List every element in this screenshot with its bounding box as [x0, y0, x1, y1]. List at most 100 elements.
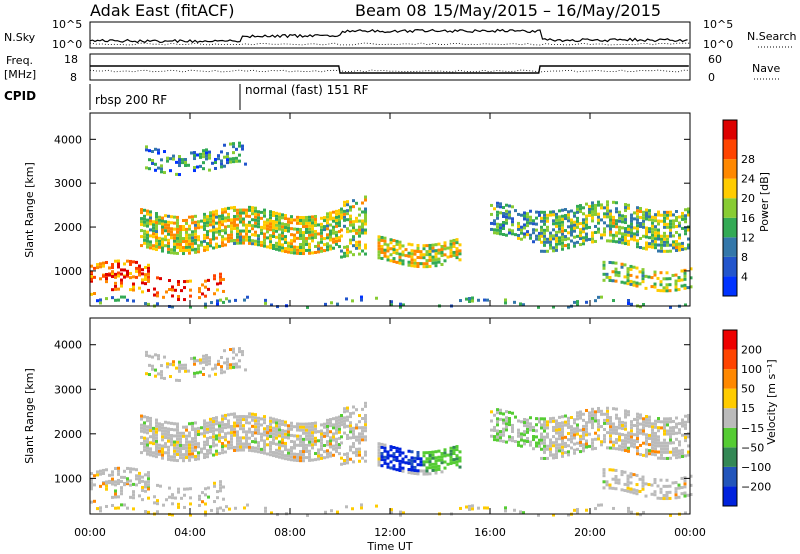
velocity-cell — [642, 426, 645, 430]
power-cell — [338, 215, 341, 219]
velocity-cell — [296, 422, 299, 426]
power-cell — [620, 280, 624, 284]
power-cell — [624, 206, 627, 210]
power-cell — [666, 249, 669, 253]
velocity-cell — [392, 458, 396, 462]
power-cell — [591, 216, 594, 220]
velocity-cell — [242, 445, 245, 449]
power-cell — [208, 153, 211, 157]
power-cell — [260, 243, 263, 247]
velocity-cell — [529, 440, 532, 444]
velocity-cell — [555, 422, 558, 426]
velocity-cell — [215, 419, 218, 423]
power-cell — [164, 229, 167, 233]
power-cell — [236, 241, 239, 245]
power-cell — [410, 264, 414, 268]
power-cell — [656, 288, 660, 292]
velocity-cell — [186, 487, 189, 491]
x-tick-label: 08:00 — [274, 526, 306, 539]
power-cell — [624, 221, 627, 225]
velocity-cell — [669, 426, 672, 430]
velocity-cell — [561, 448, 564, 452]
power-cell — [633, 232, 636, 236]
velocity-cell — [96, 507, 99, 511]
nsky-label: N.Sky — [4, 31, 36, 44]
power-cell — [163, 150, 166, 154]
power-cell — [630, 234, 633, 238]
velocity-cell — [468, 507, 471, 511]
power-cell — [677, 276, 681, 280]
velocity-cell — [361, 426, 364, 430]
power-cell — [364, 222, 367, 226]
power-cell — [651, 227, 654, 231]
velocity-cell — [135, 477, 138, 481]
power-cell — [141, 281, 144, 285]
velocity-cell — [160, 364, 163, 368]
power-cell — [226, 155, 229, 159]
velocity-cell — [558, 443, 561, 447]
power-cell — [219, 272, 222, 276]
power-cell — [629, 282, 633, 286]
velocity-cell — [431, 453, 435, 457]
velocity-cell — [402, 511, 405, 515]
velocity-cell — [398, 465, 402, 469]
power-cell — [212, 210, 215, 214]
velocity-cell — [654, 441, 657, 445]
power-cell — [645, 229, 648, 233]
power-cell — [511, 223, 514, 227]
power-cell — [555, 224, 558, 228]
power-cell — [681, 214, 684, 218]
power-cell — [146, 218, 149, 222]
velocity-cell — [410, 450, 414, 454]
velocity-cell — [597, 406, 600, 410]
velocity-cell — [197, 426, 200, 430]
velocity-cell — [281, 456, 284, 460]
power-cell — [170, 236, 173, 240]
power-cell — [155, 224, 158, 228]
power-cell — [555, 230, 558, 234]
velocity-cell — [662, 494, 666, 498]
velocity-cell — [236, 430, 239, 434]
power-cell — [458, 249, 462, 253]
power-cell — [606, 206, 609, 210]
power-cell — [296, 245, 299, 249]
power-cell — [499, 223, 502, 227]
power-cell — [320, 240, 323, 244]
power-cell — [532, 240, 535, 244]
velocity-cell — [343, 407, 346, 411]
power-cell — [275, 241, 278, 245]
velocity-cell — [440, 470, 444, 474]
velocity-cell — [651, 434, 654, 438]
power-cell — [248, 220, 251, 224]
power-cell — [431, 261, 435, 265]
power-cell — [413, 258, 417, 262]
velocity-cell — [675, 453, 678, 457]
power-cell — [171, 285, 174, 289]
power-cell — [102, 261, 105, 265]
power-cell — [561, 247, 564, 251]
velocity-cell — [540, 423, 543, 427]
power-cell — [129, 259, 132, 263]
velocity-cell — [573, 418, 576, 422]
velocity-cell — [241, 353, 244, 357]
power-cell — [278, 242, 281, 246]
power-cell — [666, 222, 669, 226]
velocity-cell — [264, 506, 267, 510]
power-cell — [281, 225, 284, 229]
power-cell — [360, 295, 363, 299]
power-cell — [675, 240, 678, 244]
velocity-cell — [419, 460, 423, 464]
power-cell — [407, 263, 411, 267]
x-tick-label: 16:00 — [474, 526, 506, 539]
power-cell — [185, 236, 188, 240]
power-cell — [269, 210, 272, 214]
velocity-cell — [380, 464, 384, 468]
velocity-cell — [233, 415, 236, 419]
velocity-cell — [594, 416, 597, 420]
power-cell — [167, 220, 170, 224]
velocity-cell — [284, 457, 287, 461]
power-cell — [178, 155, 181, 159]
velocity-cell — [183, 505, 186, 509]
power-cell — [522, 303, 525, 307]
velocity-cell — [176, 434, 179, 438]
